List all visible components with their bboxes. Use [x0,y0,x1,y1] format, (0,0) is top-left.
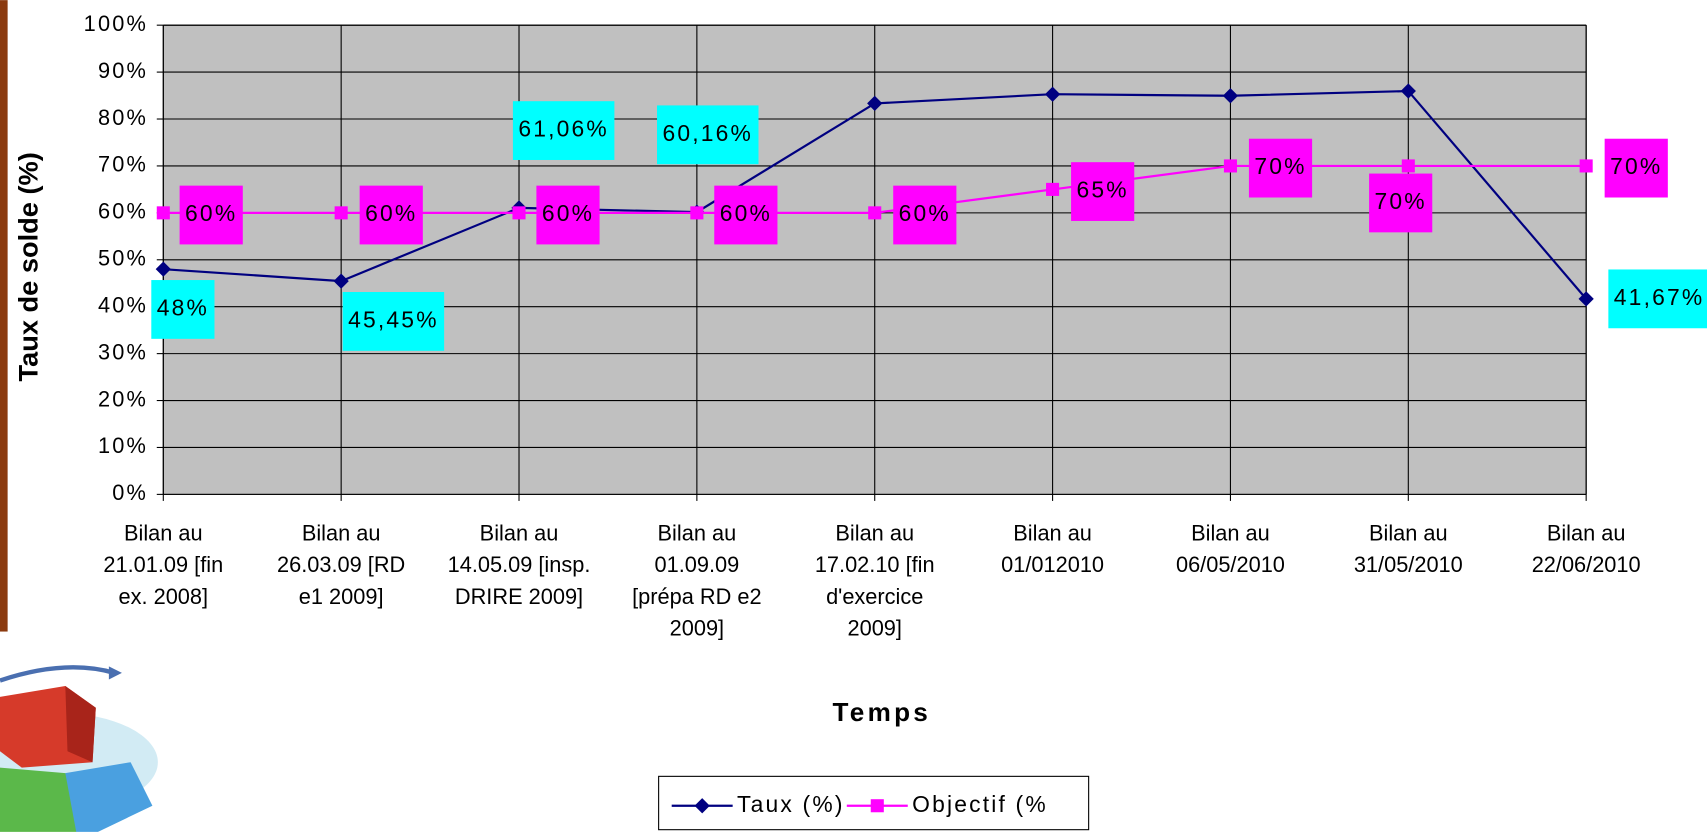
data-label: 45,45% [348,306,439,332]
data-label: 61,06% [518,116,609,142]
data-label: 60% [899,200,951,226]
marker [1580,159,1593,172]
data-label: 70% [1254,153,1306,179]
y-axis-title: Taux de solde (%) [13,152,44,381]
x-axis-title: Temps [833,697,932,727]
y-tick-label: 30% [98,339,148,364]
marker [157,206,170,219]
chart: Taux de solde (%) Temps 0% 10% 20% 30% 40% 50… [0,0,1707,832]
y-tick-label: 40% [98,292,148,317]
decor-icon [0,666,158,831]
y-tick-label: 100% [84,11,148,36]
data-label: 70% [1375,188,1427,214]
data-label: 60% [365,200,417,226]
marker [1402,159,1415,172]
page: {"chart_data": { "type": "line", "y_labe… [0,0,1707,832]
marker [512,206,525,219]
y-tick-label: 70% [98,152,148,177]
data-label: 65% [1077,177,1129,203]
legend-label: Objectif (% [912,791,1048,817]
y-tick-label: 90% [98,58,148,83]
side-strip [0,0,8,631]
y-tick-label: 50% [98,246,148,271]
data-label: 60% [542,200,594,226]
data-label: 70% [1610,153,1662,179]
data-label: 41,67% [1614,284,1705,310]
marker [690,206,703,219]
legend-label: Taux (%) [737,791,845,817]
y-tick-label: 10% [98,433,148,458]
y-tick-label: 0% [112,480,148,505]
y-tick-label: 60% [98,199,148,224]
marker [868,206,881,219]
data-label: 60% [720,200,772,226]
legend-marker [871,799,884,812]
data-label: 48% [157,294,209,320]
marker [1224,159,1237,172]
marker [1046,183,1059,196]
y-tick-label: 20% [98,386,148,411]
data-label: 60,16% [662,120,753,146]
data-label: 60% [185,200,237,226]
y-tick-label: 80% [98,105,148,130]
marker [335,206,348,219]
